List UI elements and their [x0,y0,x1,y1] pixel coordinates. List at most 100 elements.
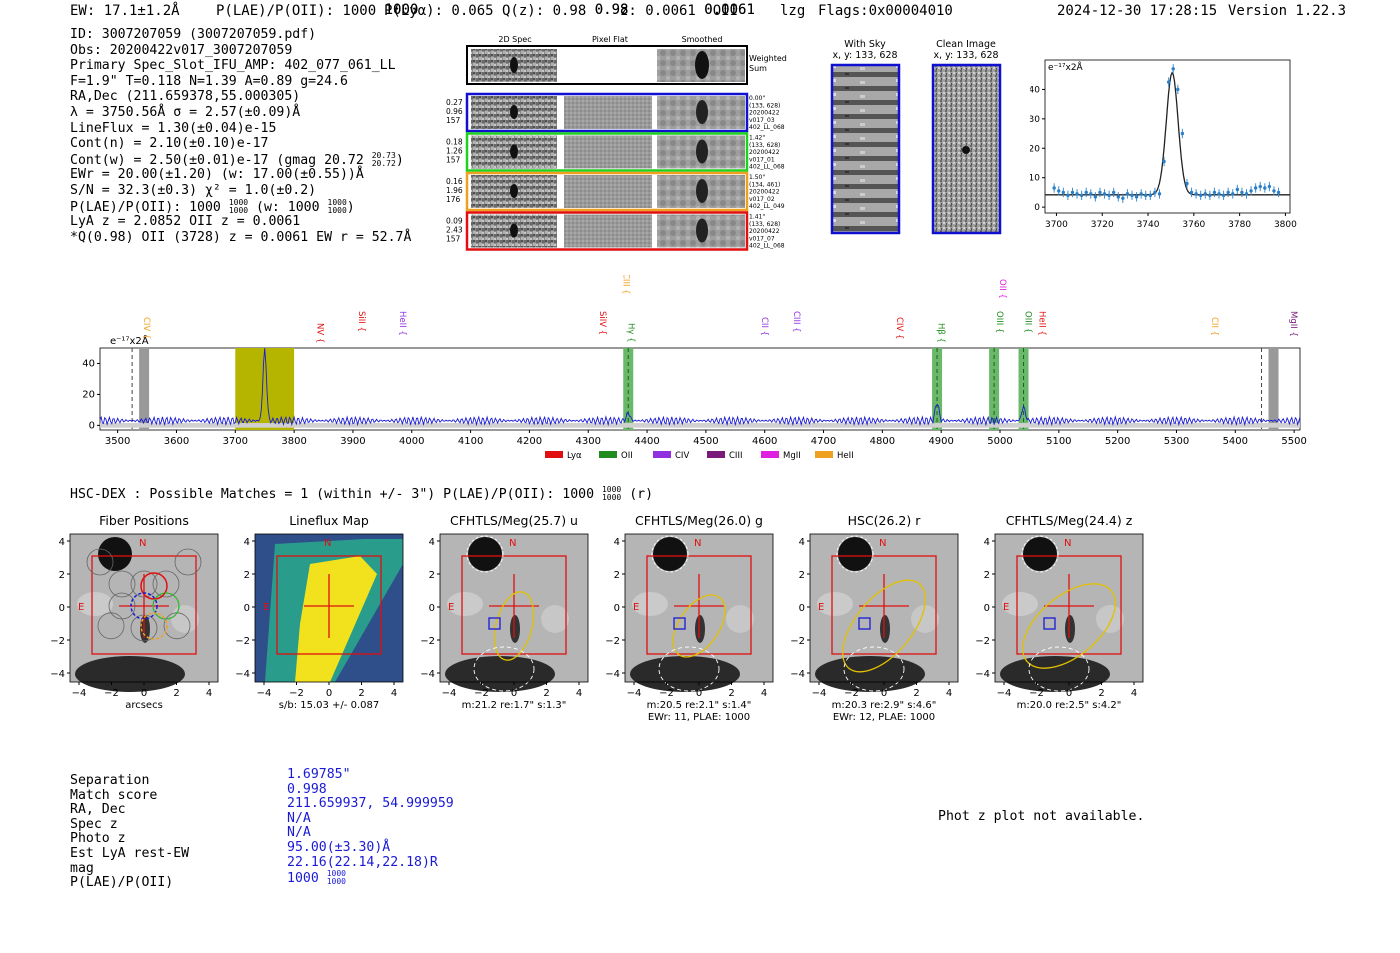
panel-xtick-label: 2 [728,688,734,699]
panel-bright-patch [1096,605,1124,633]
photz-message: Phot z plot not available. [938,809,1145,824]
panel-target-source [510,615,520,643]
zoom-data-point [1240,190,1244,195]
spec-green-band [1018,348,1029,430]
spec-noise-band [100,423,1300,428]
panel-xtick-label: 0 [881,688,887,699]
zoom-data-point [1199,193,1203,198]
cutout-row-n1: 0.09 [446,217,463,226]
spec-xtick-label: 3900 [340,436,365,447]
zoom-data-point [1098,190,1102,195]
zoom-data-point [1089,192,1093,196]
with-sky-xy: x, y: 133, 628 [832,50,897,61]
panel-target-source [880,615,890,643]
panel-xtick-label: 4 [1131,688,1137,699]
zoom-data-point [1153,190,1157,195]
panel-match-box [1043,617,1056,630]
spec-legend-label: CIII [729,451,742,461]
panel-ytick-label: 2 [429,570,435,581]
panel-ytick-label: 2 [244,570,250,581]
panel-ytick-label: −2 [790,636,805,647]
zoom-data-point [1176,87,1180,92]
cutout-source [510,184,518,198]
panel-ytick-label: −4 [605,669,620,680]
spec-line-marker: CIV { [894,317,904,339]
zoom-data-point [1052,186,1056,190]
zoom-data-point [1111,190,1116,195]
match-plae: 1000 1000 1000 [287,869,346,887]
match-spec-z: N/A [287,810,311,826]
hsc-title: HSC-DEX : Possible Matches = 1 (within +… [70,485,654,503]
cutout-row-meta: v017_03 [749,117,775,124]
panel-ytick-label: −4 [790,669,805,680]
match-lya-ew: 95.00(±3.30)Å [287,839,391,855]
fiber-circle-green [152,592,180,620]
fiber-circle [174,548,202,576]
zoom-data-point [1130,193,1134,198]
panel-match-box [488,617,501,630]
sum-label: Sum [749,64,767,73]
panel-bright-patch [632,592,668,616]
panel-xtick-label: 0 [326,688,332,699]
zoom-data-point [1276,190,1281,195]
panel-search-box [646,555,752,655]
spec-xtick-label: 5300 [1164,436,1189,447]
spec-legend-swatch [707,451,725,458]
panel-target-source [140,615,150,643]
cutout-row-n1: 0.27 [446,98,463,107]
zoom-ylabel: e⁻¹⁷x2Å [1048,61,1084,73]
panel-xtick-label: −2 [1029,688,1044,699]
spec-line-marker: SiIV { [597,311,607,335]
panel-subtitle-2: EWr: 12, PLAE: 1000 [833,712,935,723]
info-ewr: EWr = 20.00(±1.20) (w: 17.00(±0.55))Å [70,167,364,183]
spec-legend-label: HeII [837,451,854,461]
image-panel: CFHTLS/Meg(26.0) g N E 4 2 0 −2 −4 −4 −2 0 2 4 m:20.5… [605,513,774,723]
zoom-data-point [1203,192,1207,196]
info-lambda: λ = 3750.56Å σ = 2.57(±0.09)Å [70,104,301,120]
fiber-circle [130,614,158,642]
zoom-data-point [1253,186,1258,190]
panel-star-circle [651,535,689,573]
panel-ytick-label: 2 [984,570,990,581]
spec-line-marker: OII { [997,279,1007,299]
cutout-smooth-source [696,139,708,164]
zoom-data-point [1093,195,1098,199]
weighted-label: Weighted [749,54,787,63]
panel-ytick-label: 4 [799,537,805,548]
info-slot: Primary Spec_Slot_IFU_AMP: 402_077_061_L… [70,58,396,74]
zoom-data-point [1263,186,1267,190]
zoom-data-point [1194,192,1198,196]
match-photo-z: N/A [287,825,311,841]
col-2d-label: 2D Spec [498,35,531,44]
panel-bottom-source [815,656,925,692]
zoom-data-point [1066,193,1070,198]
cutout-row-meta: v017_07 [749,235,775,242]
panel-title: Lineflux Map [289,513,369,528]
panel-ytick-label: −4 [235,669,250,680]
spec-xtick-label: 4400 [634,436,659,447]
header-plae: P(LAE)/P(OII): 1000 1000 1000 [216,2,419,19]
cutout-row-n2: 1.96 [446,186,463,195]
panel-ytick-label: 4 [429,537,435,548]
panel-north-label: N [509,538,516,549]
cutout-row-meta: 20200422 [749,228,780,235]
panel-xtick-label: −2 [474,688,489,699]
cutout-row-meta: 402_LL_068 [749,243,785,250]
spec-ylabel: e⁻¹⁷x2Å [110,334,149,347]
panel-xtick-label: −2 [659,688,674,699]
panel-bright-patch [726,605,754,633]
panel-bright-star [838,537,872,571]
fiber-circle [86,548,114,576]
panel-neighbor-ellipse [473,646,535,692]
zoom-data-point [1208,193,1212,198]
zoom-data-point [1102,192,1107,196]
header-datetime: 2024-12-30 17:28:15 [1057,3,1218,19]
spec-legend-label: Lyα [567,451,582,461]
zoom-data-point [1189,190,1194,195]
panel-subtitle: m:20.3 re:2.9" s:4.6" [832,700,937,711]
zoom-xtick-label: 3800 [1274,220,1297,230]
spec-ytick-label: 20 [82,389,95,400]
image-panel: Fiber Positions N E 4 2 0 −2 −4 −4 −2 0 2 4 arcsecs [50,513,219,711]
zoom-data-point [1144,193,1148,198]
panel-aperture-ellipse [1022,583,1116,669]
